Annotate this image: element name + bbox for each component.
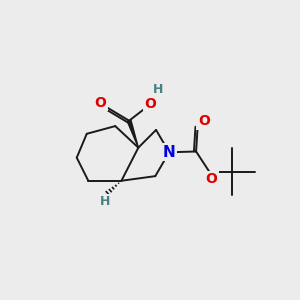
Text: H: H [100, 195, 110, 208]
Polygon shape [127, 120, 138, 148]
Text: N: N [163, 145, 175, 160]
Text: O: O [144, 97, 156, 111]
Text: O: O [95, 96, 106, 110]
Text: O: O [198, 115, 210, 128]
Text: O: O [206, 172, 218, 186]
Text: H: H [153, 83, 164, 96]
